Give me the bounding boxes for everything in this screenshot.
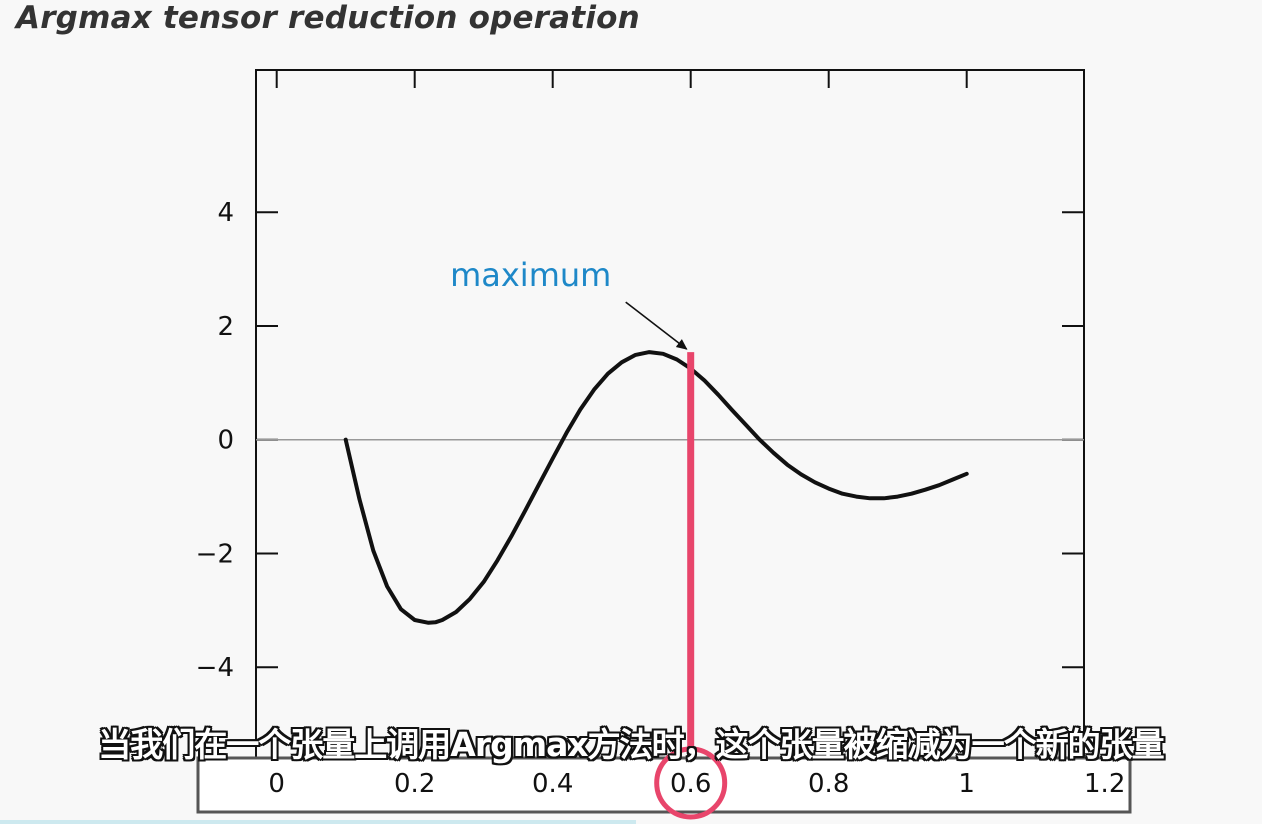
- x-tick-label: 0.4: [532, 769, 573, 799]
- x-tick-label: 0.2: [394, 769, 435, 799]
- series-line: [343, 350, 969, 625]
- y-tick-label: 4: [217, 198, 234, 228]
- x-tick-label: 0.8: [808, 769, 849, 799]
- x-tick-label: 1: [958, 769, 975, 799]
- annotation-label: maximum: [450, 256, 611, 294]
- y-tick-label: −4: [196, 653, 234, 683]
- y-tick-label: −2: [196, 539, 234, 569]
- y-tick-label: 0: [217, 426, 234, 456]
- annotation-arrow: [625, 301, 688, 350]
- progress-strip: [0, 820, 636, 824]
- y-tick-label: 2: [217, 312, 234, 342]
- slide-title: Argmax tensor reduction operation: [16, 0, 640, 36]
- plot-frame: [255, 69, 1085, 799]
- x-tick-label: 0: [268, 769, 285, 799]
- argmax-tick-circle: [654, 746, 728, 820]
- x-tick-label: 1.2: [1084, 769, 1125, 799]
- video-subtitle: 当我们在一个张量上调用Argmax方法时，这个张量被缩减为一个新的张量: [98, 725, 1164, 764]
- x-tick-label: 0.6: [670, 769, 711, 799]
